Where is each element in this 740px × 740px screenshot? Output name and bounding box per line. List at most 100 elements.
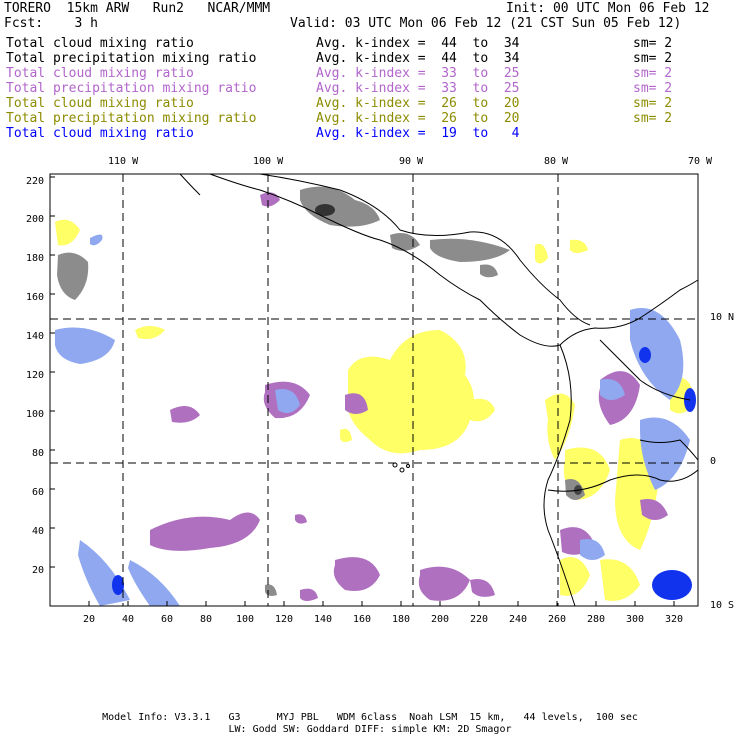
border-brazil [639, 439, 699, 461]
y-tick-label: 80 [31, 448, 44, 459]
x-tick-label: 140 [313, 614, 333, 625]
purple-cloud-area [170, 406, 200, 423]
longitude-label: 110 W [108, 156, 139, 167]
y-tick-label: 200 [25, 214, 44, 225]
gray-cloud-area [300, 186, 380, 227]
gray-cloud-areas [57, 186, 585, 596]
legend-kindex: Avg. k-index = 19 to 4 [316, 126, 520, 141]
darkblue-cloud-area [639, 347, 651, 363]
coastlines [179, 173, 699, 607]
axis-ticks [49, 176, 675, 607]
forecast-hour: Fcst: 3 h [4, 16, 98, 31]
legend-field: Total cloud mixing ratio [6, 66, 194, 81]
gray-cloud-area [57, 252, 89, 300]
x-tick-label: 240 [508, 614, 528, 625]
yellow-cloud-area [600, 559, 640, 601]
legend-smoothing: sm= 2 [633, 81, 673, 96]
x-tick-label: 160 [352, 614, 372, 625]
y-tick-label: 160 [25, 292, 44, 303]
y-tick-label: 120 [25, 370, 44, 381]
coastline-mexico [179, 173, 201, 196]
latitude-label: 10 S [710, 600, 735, 611]
legend-kindex: Avg. k-index = 44 to 34 [316, 51, 520, 66]
purple-cloud-area [345, 393, 368, 414]
gray-cloud-area [265, 584, 277, 596]
graticule [50, 174, 698, 606]
longitude-label: 80 W [544, 156, 569, 167]
yellow-cloud-area [135, 326, 165, 339]
legend-smoothing: sm= 2 [633, 96, 673, 111]
legend-kindex: Avg. k-index = 26 to 20 [316, 111, 520, 126]
field-shading [55, 186, 696, 606]
x-tick-label: 220 [469, 614, 489, 625]
init-time: Init: 00 UTC Mon 06 Feb 12 [506, 1, 710, 16]
purple-cloud-area [260, 192, 280, 207]
gray-cloud-area [430, 238, 510, 262]
galapagos-island [406, 464, 410, 468]
model-run-title: TORERO 15km ARW Run2 NCAR/MMM [4, 1, 271, 16]
blue-cloud-area [630, 308, 684, 400]
legend-smoothing: sm= 2 [633, 66, 673, 81]
longitude-label: 90 W [399, 156, 424, 167]
legend-row: Total precipitation mixing ratio Avg. k-… [6, 111, 672, 186]
x-tick-label: 100 [235, 614, 255, 625]
legend-row: Total cloud mixing ratio Avg. k-index = … [6, 66, 672, 141]
x-tick-label: 180 [391, 614, 411, 625]
legend-field: Total cloud mixing ratio [6, 36, 194, 51]
legend-field: Total precipitation mixing ratio [6, 111, 257, 126]
x-tick-label: 320 [664, 614, 684, 625]
model-info-line: Model Info: V3.3.1 G3 MYJ PBL WDM 6class… [102, 712, 638, 723]
border-ecuador-peru [547, 469, 699, 492]
legend-kindex: Avg. k-index = 33 to 25 [316, 81, 520, 96]
dark-gray-core [315, 204, 335, 216]
x-tick-label: 280 [586, 614, 606, 625]
legend-kindex: Avg. k-index = 44 to 34 [316, 36, 520, 51]
yellow-cloud-area [347, 330, 474, 454]
blue-cloud-area [600, 379, 625, 400]
x-tick-label: 200 [430, 614, 450, 625]
y-tick-label: 40 [31, 526, 44, 537]
x-tick-label: 40 [121, 614, 135, 625]
latitude-label: 0 [710, 456, 717, 467]
purple-cloud-area [295, 514, 307, 524]
yellow-cloud-area [410, 336, 425, 350]
legend-field: Total precipitation mixing ratio [6, 81, 257, 96]
plot-frame [49, 173, 699, 607]
purple-cloud-area [150, 512, 260, 551]
legend-smoothing: sm= 2 [633, 111, 673, 126]
darkblue-cloud-area [112, 575, 124, 595]
blue-cloud-area [90, 234, 103, 246]
darkblue-cloud-area [652, 570, 692, 600]
legend-field: Total cloud mixing ratio [6, 96, 194, 111]
x-tick-label: 20 [82, 614, 96, 625]
y-tick-label: 180 [25, 253, 44, 264]
blue-cloud-area [580, 539, 605, 560]
y-tick-label: 60 [31, 487, 44, 498]
x-tick-label: 120 [274, 614, 294, 625]
yellow-cloud-area [340, 428, 352, 443]
yellow-cloud-area [535, 243, 548, 264]
coastline-colombia [559, 279, 699, 346]
purple-cloud-area [418, 566, 470, 601]
purple-cloud-area [300, 588, 318, 601]
darkblue-cloud-areas [112, 347, 696, 600]
blue-cloud-area [128, 560, 180, 606]
legend-field: Total cloud mixing ratio [6, 126, 194, 141]
coastline-caribbean [259, 173, 591, 326]
y-tick-label: 140 [25, 331, 44, 342]
legend-row: Total cloud mixing ratio Avg. k-index = … [6, 96, 672, 171]
purple-cloud-area [333, 557, 380, 591]
x-tick-label: 80 [199, 614, 213, 625]
coastline-south-america [543, 344, 576, 607]
longitude-label: 70 W [688, 156, 713, 167]
yellow-cloud-areas [55, 219, 695, 601]
yellow-cloud-area [545, 393, 575, 460]
blue-cloud-area [55, 327, 115, 364]
legend-row: Total cloud mixing ratio Avg. k-index = … [6, 126, 520, 201]
border-colombia-venezuela [599, 339, 691, 401]
gray-cloud-area [480, 264, 498, 278]
yellow-cloud-area [560, 557, 590, 596]
legend-row: Total cloud mixing ratio Avg. k-index = … [6, 36, 672, 111]
legend-kindex: Avg. k-index = 33 to 25 [316, 66, 520, 81]
